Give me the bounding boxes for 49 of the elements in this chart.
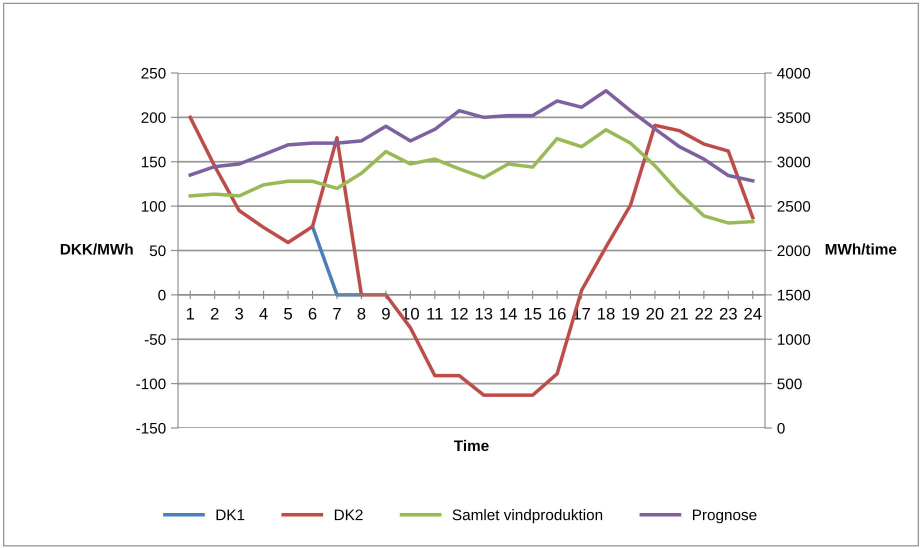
y2-tick-label: 4000 [777,68,810,79]
y-tick-label: -50 [144,334,166,345]
y-tick-label: 200 [141,112,166,124]
x-tick-label: 4 [259,308,268,320]
x-tick-label: 16 [549,308,566,320]
y-tick-label: 150 [142,156,166,168]
x-tick-label: 12 [451,308,468,320]
legend-label: DK2 [334,509,363,520]
y2-tick-label: 500 [777,378,802,390]
x-tick-label: 13 [476,308,492,320]
x-tick-label: 9 [382,308,390,320]
x-tick-label: 8 [358,308,366,320]
x-tick-label: 3 [235,308,244,320]
y-tick-label: 0 [158,290,166,301]
y2-axis-title: MWh/time [826,243,896,255]
y-tick-label: 50 [150,245,166,256]
y2-tick-label: 1000 [778,334,810,345]
x-tick-label: 22 [695,308,712,320]
y2-tick-label: 3000 [777,156,810,168]
y2-tick-label: 3500 [777,112,810,124]
x-tick-label: 5 [284,308,292,320]
x-tick-label: 19 [622,308,639,320]
y-tick-label: 100 [142,200,166,212]
line-series [188,128,755,225]
x-tick-label: 7 [333,308,341,320]
y2-tick-label: 1500 [778,290,810,301]
legend-label: Samlet vindproduktion [452,509,602,524]
y2-tick-label: 2000 [778,245,810,256]
x-tick-label: 11 [427,308,443,320]
legend-label: DK1 [216,510,244,520]
x-tick-label: 1 [186,308,194,320]
x-tick-label: 20 [646,308,664,320]
y-tick-label: -100 [136,378,166,390]
y-tick-label: -150 [136,422,166,434]
x-tick-label: 18 [598,308,615,320]
x-tick-label: 2 [210,308,218,320]
x-tick-label: 21 [670,308,688,320]
y2-tick-label: 0 [777,422,785,434]
line-series [188,89,755,183]
y-axis-title: DKK/MWh [60,243,133,255]
y-tick-label: 250 [141,68,166,79]
x-tick-label: 23 [720,308,737,320]
x-tick-label: 14 [500,308,517,320]
x-axis-title: Time [454,440,489,452]
x-tick-label: 24 [744,308,762,320]
y2-tick-label: 2500 [778,200,810,212]
x-tick-label: 6 [308,308,316,320]
legend-label: Prognose [692,510,756,524]
x-tick-label: 15 [524,308,542,320]
